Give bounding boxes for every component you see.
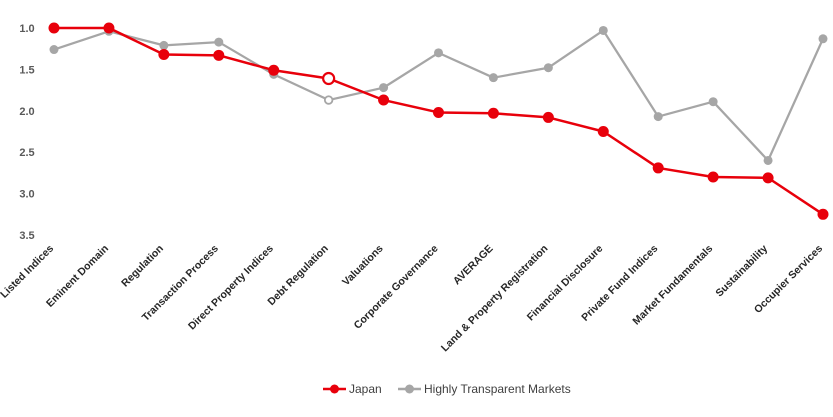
legend-item-highly-transparent[interactable]: Highly Transparent Markets <box>398 382 571 396</box>
data-point-htm <box>708 97 718 107</box>
y-tick-label: 1.0 <box>19 23 34 35</box>
data-point-japan <box>652 162 664 174</box>
y-tick-label: 2.5 <box>19 147 34 159</box>
data-point-htm <box>159 40 169 50</box>
x-tick-label: Valuations <box>340 243 386 289</box>
legend-label-japan: Japan <box>349 382 382 396</box>
data-point-japan <box>103 22 115 34</box>
y-tick-label: 3.5 <box>19 230 34 242</box>
data-point-japan <box>268 64 280 76</box>
data-point-htm <box>763 155 773 165</box>
legend-item-japan[interactable]: Japan <box>323 382 382 396</box>
data-point-htm <box>323 95 334 105</box>
data-point-htm <box>653 112 663 122</box>
legend-label-highly-transparent: Highly Transparent Markets <box>424 382 571 396</box>
data-point-japan <box>707 171 719 183</box>
x-tick-label: Sustainability <box>713 243 770 300</box>
legend-swatch-htm-marker <box>405 384 414 394</box>
x-tick-label: Land & Property Registration <box>439 243 551 355</box>
series-japan <box>48 22 829 220</box>
data-point-japan <box>378 94 390 106</box>
data-point-japan <box>158 48 170 60</box>
data-point-japan <box>542 111 554 123</box>
legend-swatch-japan-marker <box>330 384 339 394</box>
data-point-htm <box>543 63 553 73</box>
legend: Japan Highly Transparent Markets <box>323 382 571 396</box>
data-point-japan <box>487 107 499 119</box>
data-point-htm <box>379 83 389 93</box>
data-point-japan <box>817 208 829 220</box>
data-point-japan <box>433 106 444 118</box>
data-point-htm <box>49 45 59 55</box>
series-htm <box>49 25 828 165</box>
y-axis: 1.0 1.5 2.0 2.5 3.0 3.5 <box>19 23 34 242</box>
data-point-japan <box>597 126 609 137</box>
data-point-htm <box>434 48 443 58</box>
x-tick-label: Regulation <box>119 243 166 290</box>
y-tick-label: 2.0 <box>19 106 34 118</box>
x-tick-label: Debt Regulation <box>265 243 330 308</box>
data-point-htm <box>818 34 828 44</box>
x-tick-label: AVERAGE <box>451 243 496 288</box>
data-point-japan <box>322 71 336 86</box>
y-tick-label: 3.0 <box>19 189 34 201</box>
data-point-htm <box>488 73 498 83</box>
series-layer <box>48 22 829 220</box>
y-tick-label: 1.5 <box>19 64 34 76</box>
data-point-japan <box>48 22 60 34</box>
data-point-japan <box>213 49 225 61</box>
data-point-htm <box>598 25 608 35</box>
x-tick-label: Listed Indices <box>0 243 56 301</box>
data-point-japan <box>762 172 774 184</box>
data-point-htm <box>214 37 224 47</box>
